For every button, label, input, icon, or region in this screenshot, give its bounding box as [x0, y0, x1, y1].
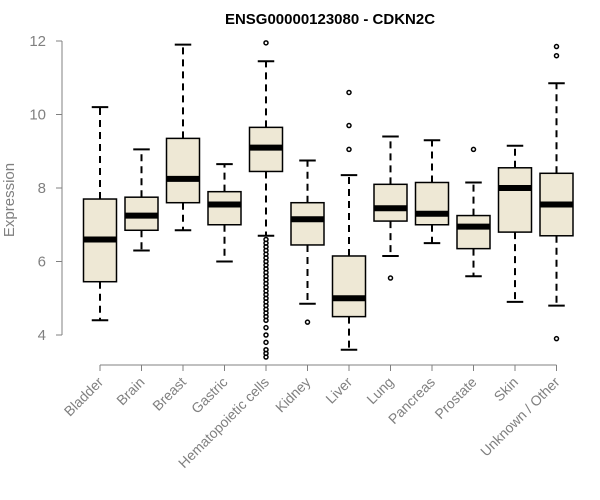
outlier-point: [263, 324, 269, 331]
outlier-point: [553, 43, 560, 50]
y-tick-label: 10: [29, 107, 46, 124]
box-11: [539, 43, 574, 342]
box-4: [248, 40, 284, 360]
x-tick-label: Lung: [363, 374, 396, 407]
outlier-point: [346, 122, 352, 129]
x-tick-label: Breast: [149, 374, 189, 414]
y-axis: 4 6 8 10 12: [29, 33, 63, 344]
box-1: [124, 148, 159, 252]
outlier-point: [263, 332, 269, 338]
box-0: [82, 106, 118, 322]
x-tick-label: Unknown / Other: [477, 374, 563, 460]
outlier-point: [553, 335, 560, 342]
x-tick-label: Brain: [113, 374, 147, 408]
chart-title: ENSG00000123080 - CDKN2C: [225, 11, 435, 28]
y-axis-label: Expression: [1, 163, 18, 237]
outlier-point: [263, 354, 269, 360]
box-3: [207, 163, 242, 263]
x-tick-label: Prostate: [431, 374, 479, 422]
iqr-box: [497, 167, 533, 233]
outlier-point: [304, 319, 311, 325]
boxes-group: [82, 40, 574, 360]
iqr-box: [207, 190, 242, 226]
iqr-box: [456, 214, 491, 250]
box-9: [456, 146, 491, 278]
iqr-box: [290, 201, 325, 246]
box-7: [373, 135, 408, 281]
box-5: [290, 159, 325, 325]
outlier-point: [263, 317, 269, 324]
box-6: [331, 89, 367, 351]
outlier-point: [387, 275, 394, 281]
y-tick-label: 12: [29, 33, 46, 50]
y-tick-label: 4: [38, 327, 46, 344]
box-2: [165, 43, 201, 232]
outlier-point: [263, 339, 269, 346]
y-tick-label: 8: [38, 180, 46, 197]
outlier-point: [263, 40, 269, 46]
y-tick-label: 6: [38, 254, 46, 271]
iqr-box: [331, 255, 367, 318]
x-tick-label: Bladder: [61, 374, 107, 420]
outlier-point: [553, 52, 560, 59]
x-tick-label: Liver: [322, 374, 355, 407]
iqr-box: [414, 181, 450, 226]
outlier-point: [470, 146, 477, 153]
x-tick-label: Skin: [491, 374, 522, 405]
iqr-box: [165, 137, 201, 204]
x-tick-label: Kidney: [272, 374, 314, 416]
box-10: [497, 144, 533, 303]
outlier-point: [346, 89, 352, 96]
outlier-point: [346, 146, 352, 153]
iqr-box: [373, 183, 408, 222]
box-8: [414, 139, 450, 245]
